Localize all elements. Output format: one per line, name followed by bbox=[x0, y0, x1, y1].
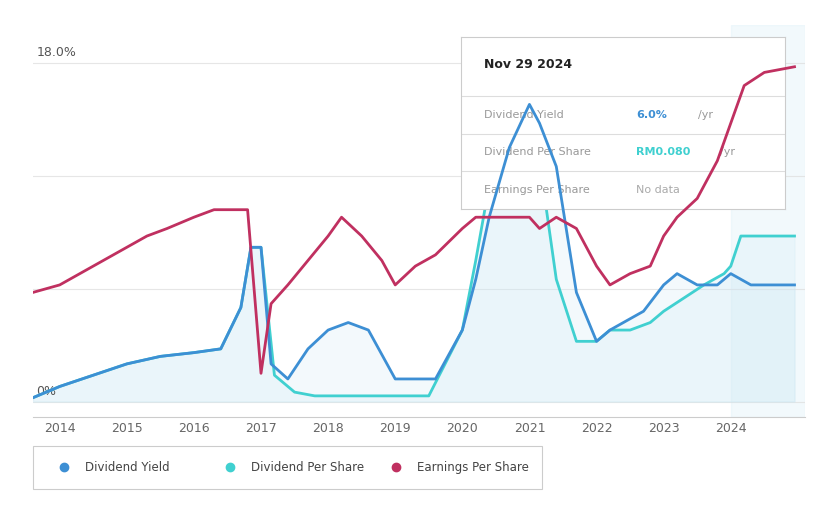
Text: 18.0%: 18.0% bbox=[36, 46, 76, 59]
Text: Earnings Per Share: Earnings Per Share bbox=[417, 461, 529, 474]
Text: Dividend Yield: Dividend Yield bbox=[85, 461, 170, 474]
Text: Past: Past bbox=[736, 48, 762, 61]
FancyBboxPatch shape bbox=[33, 446, 542, 489]
Text: 0%: 0% bbox=[36, 385, 56, 398]
Text: Dividend Per Share: Dividend Per Share bbox=[251, 461, 365, 474]
Bar bbox=[731, 25, 805, 417]
